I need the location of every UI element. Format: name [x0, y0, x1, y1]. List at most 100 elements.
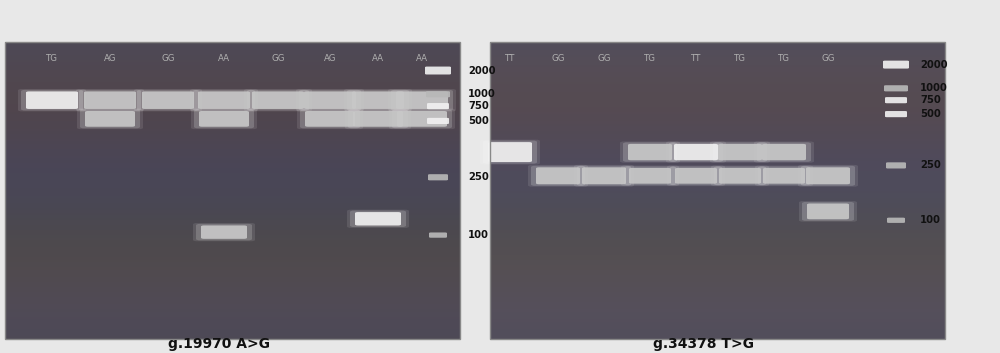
FancyBboxPatch shape — [137, 90, 199, 110]
Bar — [5, 163, 460, 166]
FancyBboxPatch shape — [536, 167, 580, 184]
Bar — [5, 307, 460, 309]
Bar — [5, 317, 460, 319]
Bar — [490, 176, 945, 178]
FancyBboxPatch shape — [355, 212, 401, 226]
Bar — [490, 322, 945, 324]
Bar — [490, 324, 945, 327]
Bar — [5, 240, 460, 243]
FancyBboxPatch shape — [299, 90, 361, 110]
Bar — [5, 62, 460, 65]
Bar — [490, 60, 945, 62]
Bar — [490, 188, 945, 191]
Text: 1000: 1000 — [920, 83, 948, 93]
Text: GG: GG — [597, 54, 611, 63]
FancyBboxPatch shape — [352, 91, 404, 109]
FancyBboxPatch shape — [887, 218, 905, 223]
Bar — [490, 228, 945, 230]
Bar — [5, 139, 460, 141]
Bar — [5, 272, 460, 275]
Bar — [5, 314, 460, 317]
Bar — [5, 324, 460, 327]
FancyBboxPatch shape — [629, 168, 671, 184]
Bar — [490, 186, 945, 188]
FancyBboxPatch shape — [623, 142, 677, 162]
Text: 500: 500 — [920, 109, 941, 119]
Bar — [490, 77, 945, 79]
Bar — [5, 186, 460, 188]
Bar — [490, 139, 945, 141]
Bar — [5, 126, 460, 129]
Bar — [490, 210, 945, 213]
FancyBboxPatch shape — [397, 111, 447, 127]
Bar — [5, 257, 460, 260]
Bar — [5, 208, 460, 210]
Bar — [5, 309, 460, 312]
Bar — [5, 218, 460, 220]
Bar — [490, 277, 945, 280]
Bar — [490, 178, 945, 181]
Bar — [490, 314, 945, 317]
Bar — [490, 109, 945, 112]
Bar — [5, 121, 460, 124]
FancyBboxPatch shape — [193, 90, 255, 110]
Bar — [490, 144, 945, 146]
FancyBboxPatch shape — [193, 223, 255, 241]
Bar — [5, 144, 460, 146]
Bar — [490, 99, 945, 102]
Bar — [5, 50, 460, 52]
Text: TG: TG — [644, 54, 656, 63]
Bar — [490, 265, 945, 267]
Bar — [490, 126, 945, 129]
Bar — [490, 102, 945, 104]
Bar — [5, 168, 460, 171]
Bar — [490, 317, 945, 319]
FancyBboxPatch shape — [711, 166, 769, 186]
Text: TG: TG — [778, 54, 790, 63]
Text: GG: GG — [821, 54, 835, 63]
Bar — [5, 87, 460, 89]
Bar — [490, 260, 945, 262]
Bar — [5, 45, 460, 47]
Bar — [490, 280, 945, 282]
Bar — [490, 146, 945, 149]
Bar — [5, 116, 460, 119]
FancyBboxPatch shape — [194, 109, 254, 128]
Bar — [5, 84, 460, 87]
Bar — [490, 168, 945, 171]
Bar — [5, 336, 460, 339]
Bar — [5, 146, 460, 149]
FancyBboxPatch shape — [806, 167, 850, 184]
Bar — [5, 270, 460, 272]
FancyBboxPatch shape — [669, 142, 723, 162]
Bar — [490, 154, 945, 156]
Bar — [490, 134, 945, 136]
Bar — [5, 92, 460, 94]
FancyBboxPatch shape — [196, 224, 252, 240]
Bar — [5, 129, 460, 131]
Bar — [5, 89, 460, 92]
Bar — [5, 107, 460, 109]
Bar — [5, 260, 460, 262]
Bar — [490, 191, 945, 193]
Bar — [490, 285, 945, 287]
Bar — [5, 292, 460, 294]
Bar — [490, 238, 945, 240]
Bar — [490, 151, 945, 154]
Bar — [490, 196, 945, 198]
Bar — [490, 198, 945, 201]
Bar — [490, 201, 945, 203]
FancyBboxPatch shape — [391, 90, 453, 110]
FancyBboxPatch shape — [18, 89, 86, 112]
Bar — [5, 67, 460, 70]
Bar — [490, 225, 945, 228]
Bar — [5, 154, 460, 156]
FancyBboxPatch shape — [762, 144, 806, 160]
FancyBboxPatch shape — [620, 142, 680, 163]
Bar — [5, 134, 460, 136]
Bar — [490, 307, 945, 309]
Bar — [490, 70, 945, 72]
Bar — [5, 250, 460, 252]
Bar — [490, 57, 945, 60]
FancyBboxPatch shape — [757, 142, 811, 162]
